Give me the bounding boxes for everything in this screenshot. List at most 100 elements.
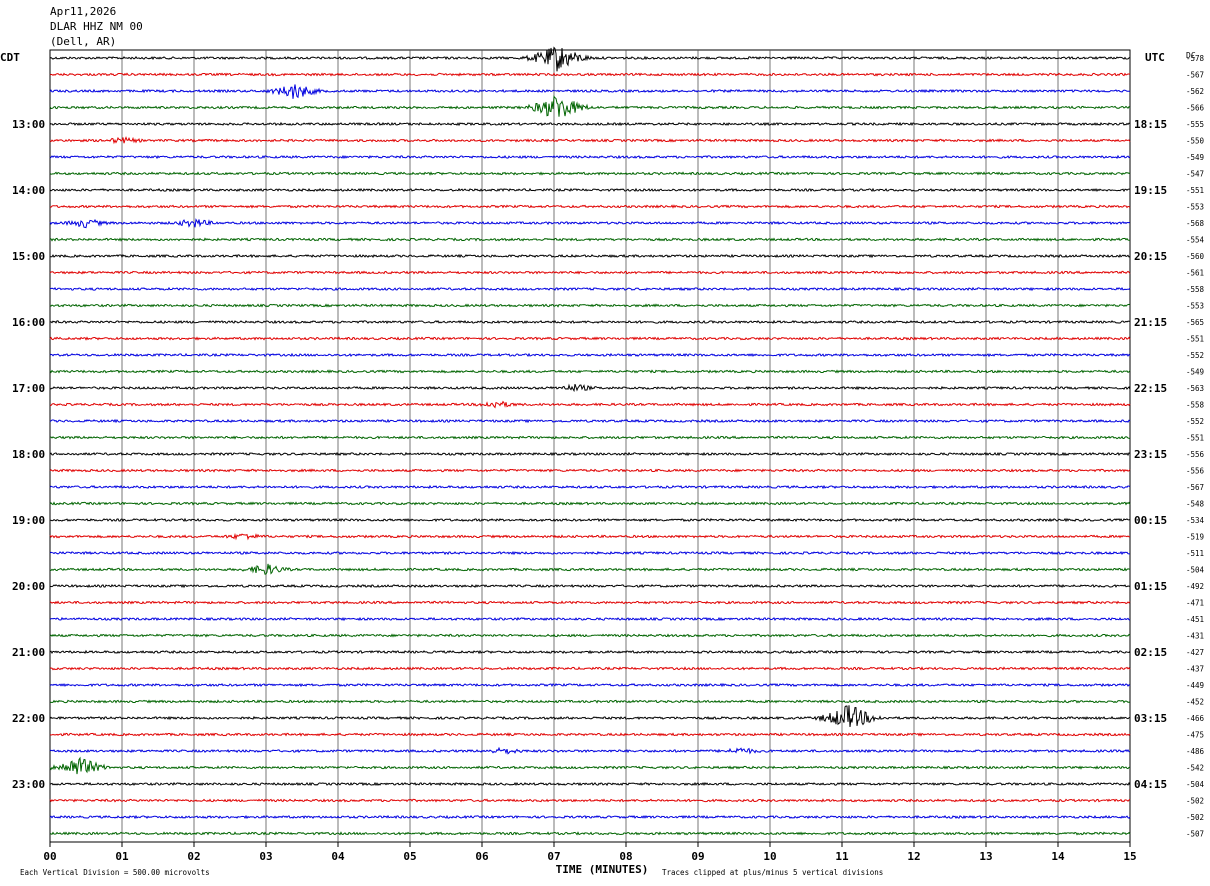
trace-line bbox=[49, 237, 1131, 242]
left-time-label: 21:00 bbox=[12, 646, 45, 659]
right-time-label: 02:15 bbox=[1134, 646, 1167, 659]
trace-line bbox=[49, 649, 1131, 655]
dc-offset-label: -437 bbox=[1186, 665, 1204, 674]
x-tick-label: 04 bbox=[331, 850, 345, 863]
dc-offset-label: -551 bbox=[1186, 434, 1204, 443]
dc-offset-label: -563 bbox=[1186, 384, 1204, 393]
x-tick-label: 07 bbox=[547, 850, 560, 863]
left-time-label: 22:00 bbox=[12, 712, 45, 725]
dc-offset-label: -549 bbox=[1186, 368, 1204, 377]
dc-offset-label: -549 bbox=[1186, 153, 1204, 162]
dc-offset-label: -502 bbox=[1186, 797, 1204, 806]
dc-offset-label: -553 bbox=[1186, 203, 1204, 212]
trace-line bbox=[49, 121, 1131, 127]
x-tick-label: 01 bbox=[115, 850, 129, 863]
dc-offset-label: -542 bbox=[1186, 764, 1204, 773]
trace-line bbox=[49, 732, 1131, 737]
right-time-label: 19:15 bbox=[1134, 184, 1167, 197]
x-tick-label: 00 bbox=[43, 850, 56, 863]
right-time-label: 18:15 bbox=[1134, 118, 1167, 131]
date-label: Apr11,2026 bbox=[50, 5, 117, 18]
left-time-label: 18:00 bbox=[12, 448, 45, 461]
trace-line bbox=[49, 583, 1131, 589]
left-time-label: 16:00 bbox=[12, 316, 45, 329]
trace-line bbox=[49, 705, 1131, 728]
dc-offset-label: -567 bbox=[1186, 483, 1204, 492]
dc-offset-label: -466 bbox=[1186, 714, 1205, 723]
left-time-label: 23:00 bbox=[12, 778, 45, 791]
trace-line bbox=[49, 204, 1131, 209]
trace-line bbox=[49, 319, 1131, 325]
dc-offset-label: -553 bbox=[1186, 302, 1204, 311]
trace-line bbox=[49, 600, 1131, 605]
x-tick-label: 12 bbox=[907, 850, 920, 863]
division-note: Each Vertical Division = 500.00 microvol… bbox=[20, 868, 210, 877]
right-time-label: 23:15 bbox=[1134, 448, 1167, 461]
x-tick-label: 13 bbox=[979, 850, 992, 863]
x-tick-label: 09 bbox=[691, 850, 704, 863]
x-tick-label: 06 bbox=[475, 850, 489, 863]
trace-line bbox=[49, 171, 1131, 176]
dc-offset-label: -502 bbox=[1186, 813, 1204, 822]
dc-offset-label: -560 bbox=[1186, 252, 1205, 261]
trace-line bbox=[49, 154, 1131, 160]
trace-line bbox=[49, 369, 1131, 374]
trace-line bbox=[49, 781, 1131, 787]
dc-offset-label: -504 bbox=[1186, 566, 1205, 575]
dc-offset-label: -567 bbox=[1186, 71, 1204, 80]
dc-offset-label: -431 bbox=[1186, 632, 1204, 641]
trace-line bbox=[49, 136, 1131, 145]
left-time-label: 14:00 bbox=[12, 184, 45, 197]
left-time-label: 19:00 bbox=[12, 514, 45, 527]
left-time-label: 17:00 bbox=[12, 382, 45, 395]
dc-offset-label: -427 bbox=[1186, 648, 1204, 657]
dc-title: DC bbox=[1186, 51, 1196, 60]
trace-line bbox=[49, 418, 1131, 424]
right-axis-title: UTC bbox=[1145, 51, 1165, 64]
left-axis-title: CDT bbox=[0, 51, 20, 64]
right-time-label: 01:15 bbox=[1134, 580, 1167, 593]
trace-line bbox=[49, 95, 1131, 117]
trace-line bbox=[49, 72, 1131, 77]
left-time-label: 13:00 bbox=[12, 118, 45, 131]
trace-line bbox=[49, 501, 1131, 506]
right-time-label: 20:15 bbox=[1134, 250, 1167, 263]
trace-line bbox=[49, 46, 1131, 72]
station-label: DLAR HHZ NM 00 bbox=[50, 20, 143, 33]
trace-line bbox=[49, 563, 1130, 575]
right-time-label: 03:15 bbox=[1134, 712, 1167, 725]
right-time-label: 22:15 bbox=[1134, 382, 1167, 395]
trace-line bbox=[49, 798, 1131, 803]
right-time-label: 21:15 bbox=[1134, 316, 1167, 329]
trace-line bbox=[49, 400, 1131, 409]
dc-offset-label: -511 bbox=[1186, 549, 1204, 558]
dc-offset-label: -451 bbox=[1186, 615, 1204, 624]
trace-line bbox=[49, 532, 1131, 541]
trace-line bbox=[49, 814, 1131, 820]
x-tick-label: 11 bbox=[835, 850, 849, 863]
trace-line bbox=[49, 831, 1131, 836]
dc-offset-label: -555 bbox=[1186, 120, 1204, 129]
trace-line bbox=[49, 616, 1131, 622]
dc-offset-label: -550 bbox=[1186, 137, 1205, 146]
right-time-label: 00:15 bbox=[1134, 514, 1167, 527]
plot-frame bbox=[49, 49, 1131, 843]
dc-offset-label: -534 bbox=[1186, 516, 1205, 525]
trace-line bbox=[49, 270, 1131, 275]
left-time-label: 15:00 bbox=[12, 250, 45, 263]
dc-offset-label: -552 bbox=[1186, 417, 1204, 426]
dc-offset-label: -568 bbox=[1186, 219, 1205, 228]
dc-offset-label: -562 bbox=[1186, 87, 1204, 96]
trace-line bbox=[49, 218, 1131, 229]
x-tick-label: 08 bbox=[619, 850, 632, 863]
dc-offset-label: -551 bbox=[1186, 335, 1204, 344]
x-tick-label: 10 bbox=[763, 850, 776, 863]
trace-line bbox=[49, 746, 1131, 755]
trace-line bbox=[49, 187, 1130, 193]
trace-line bbox=[49, 633, 1131, 638]
x-tick-label: 15 bbox=[1123, 850, 1136, 863]
dc-offset-label: -547 bbox=[1186, 170, 1204, 179]
trace-line bbox=[49, 84, 1130, 99]
left-time-label: 20:00 bbox=[12, 580, 45, 593]
